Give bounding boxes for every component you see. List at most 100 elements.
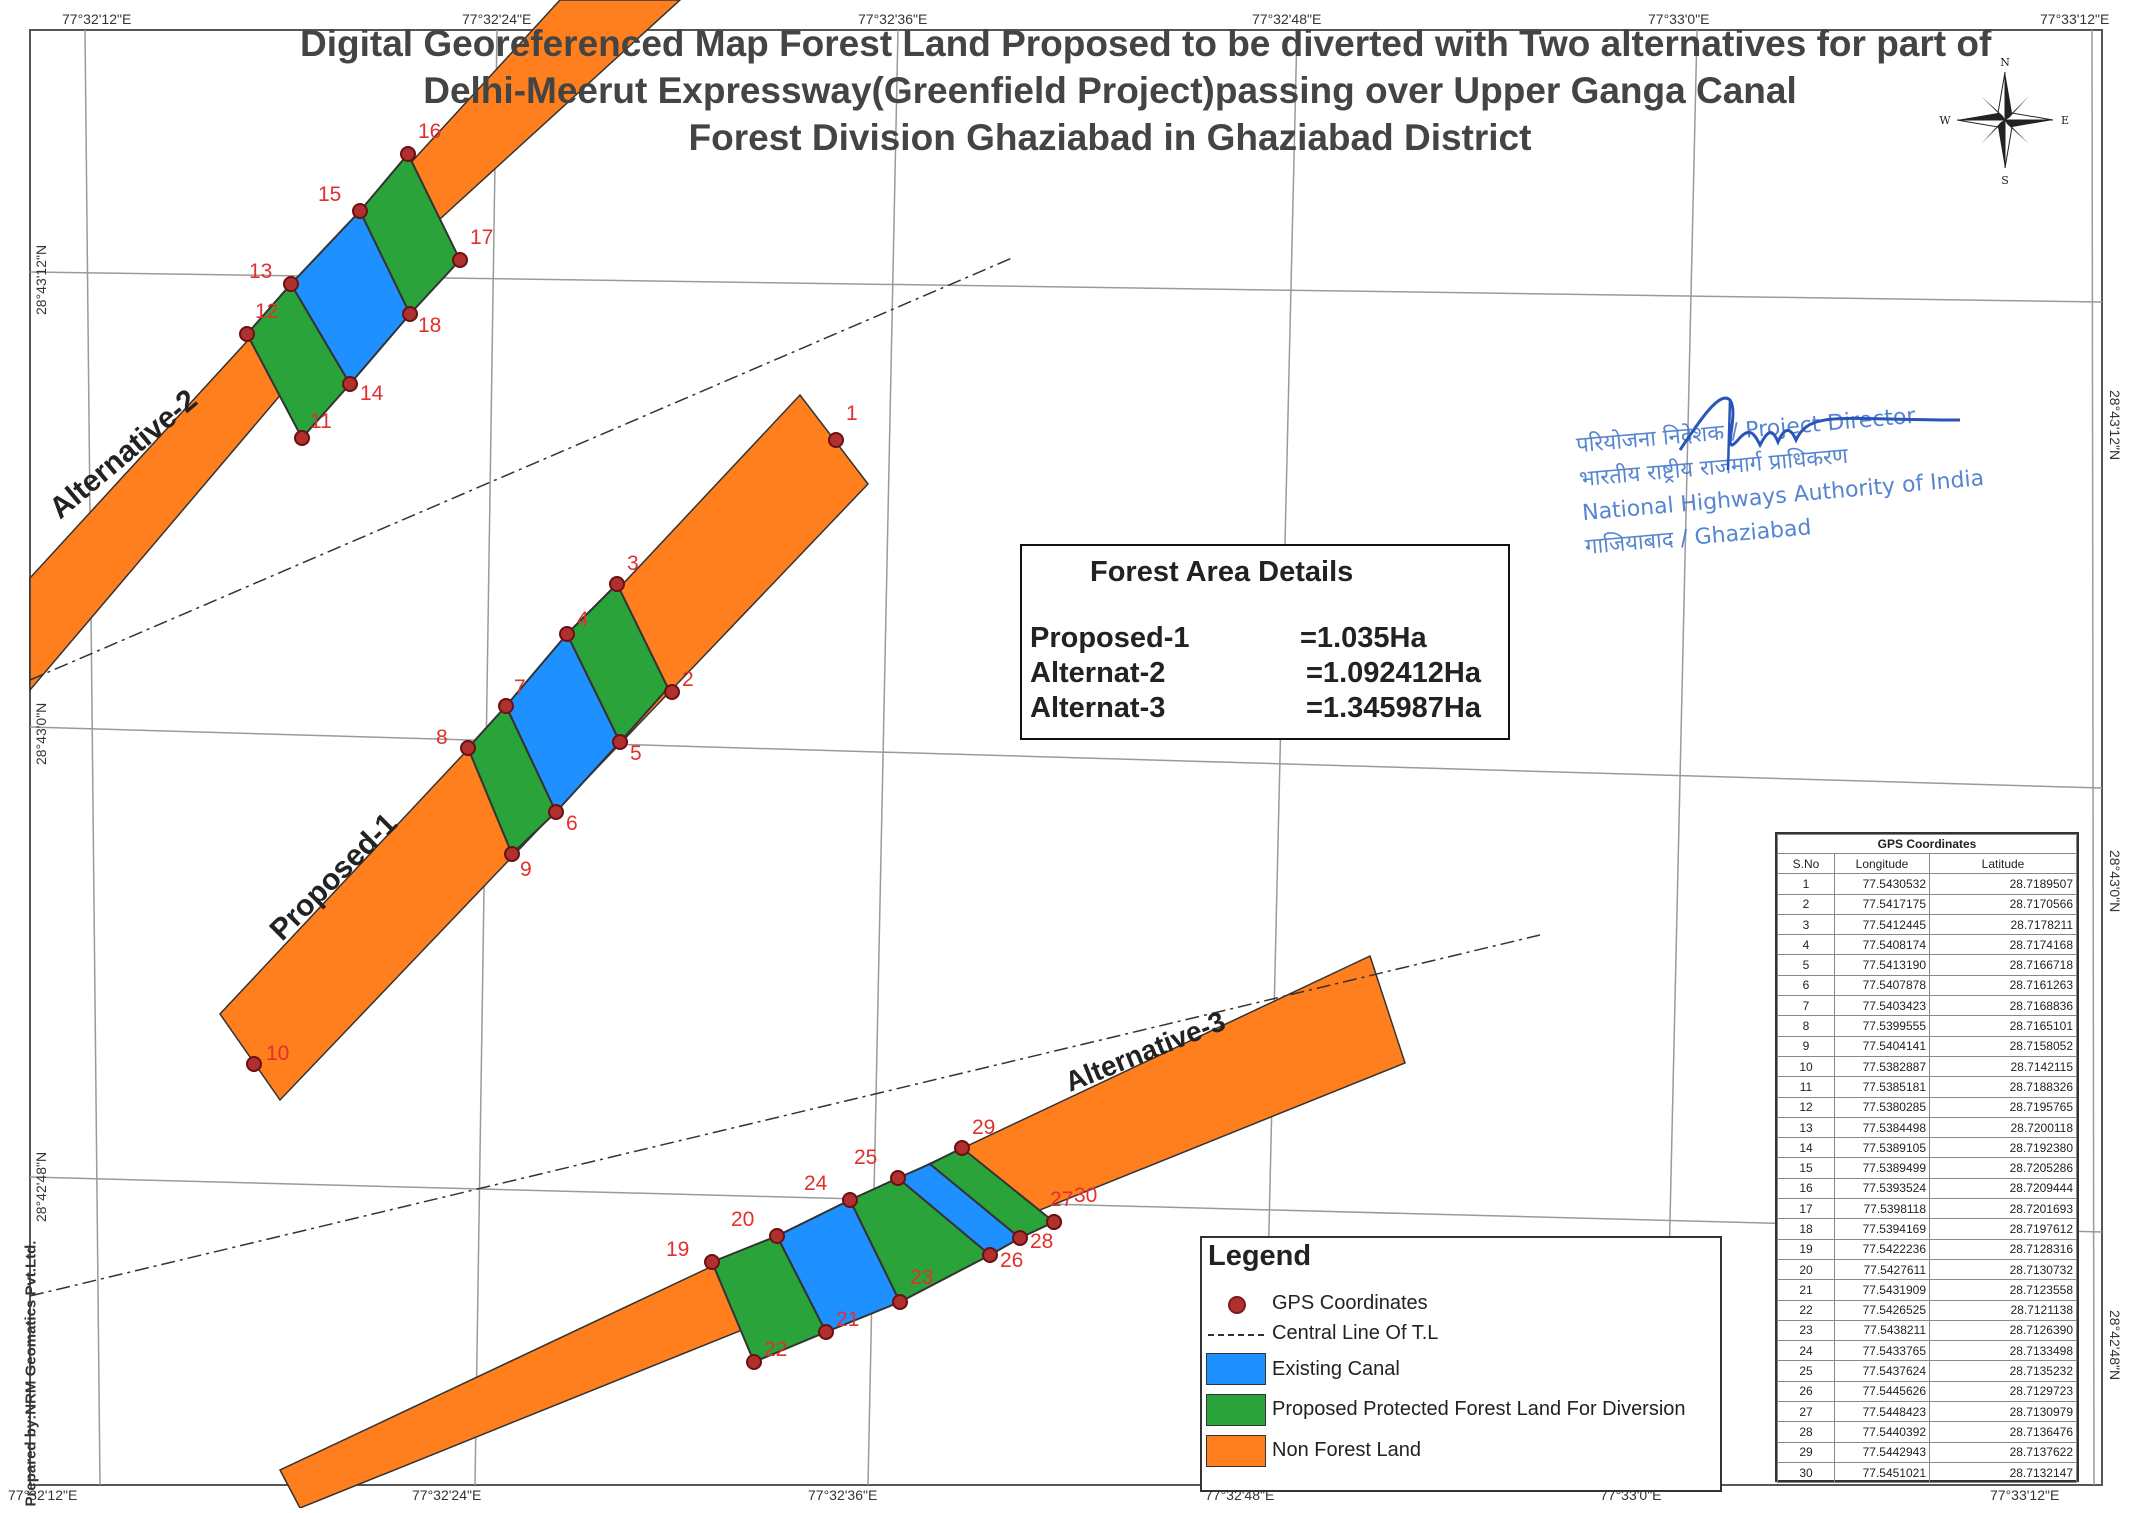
legend-swatch-nonforest [1206,1435,1266,1467]
title-line-2: Delhi-Meerut Expressway(Greenfield Proje… [423,70,1797,111]
graticule-label: 77°33'12"E [1990,1487,2059,1503]
table-row: 28 77.5440392 28.7136476 [1777,1421,2077,1443]
area-row: Proposed-1 =1.035Ha [1030,622,1427,655]
cell-longitude: 77.5426525 [1834,1299,1930,1321]
table-row: 8 77.5399555 28.7165101 [1777,1015,2077,1037]
gps-point-number: 14 [360,382,384,405]
cell-latitude: 28.7130732 [1929,1258,2077,1281]
cell-latitude: 28.7130979 [1929,1401,2077,1423]
map-title: Digital Georeferenced Map Forest Land Pr… [300,20,1991,161]
cell-sno: 17 [1777,1198,1835,1220]
graticule-label: 77°32'36"E [858,11,927,27]
cell-latitude: 28.7137622 [1929,1441,2077,1463]
col-header-longitude: Longitude [1834,852,1930,875]
cell-longitude: 77.5430532 [1834,873,1930,895]
gps-point-number: 30 [1074,1184,1097,1207]
gps-point-icon [400,146,416,162]
table-row: 3 77.5412445 28.7178211 [1777,913,2077,936]
gps-point-number: 24 [804,1172,828,1195]
table-row: 2 77.5417175 28.7170566 [1777,893,2077,915]
cell-latitude: 28.7192380 [1929,1137,2077,1159]
gps-table-caption: GPS Coordinates [1777,834,2077,854]
legend-item-nonforest: Non Forest Land [1272,1439,1421,1461]
gps-point-icon [1012,1230,1028,1246]
grid-line [29,726,2103,789]
gps-point-number: 25 [854,1146,877,1169]
cell-longitude: 77.5384498 [1834,1116,1930,1139]
cell-sno: 4 [1777,934,1835,956]
gps-point-icon [954,1140,970,1156]
table-row: 18 77.5394169 28.7197612 [1777,1218,2077,1240]
svg-text:W: W [1939,114,1951,127]
graticule-label: 77°32'48"E [1252,11,1321,27]
cell-sno: 26 [1777,1380,1835,1403]
central-line [29,934,1541,1297]
gps-point-icon [828,432,844,448]
grid-line [84,29,101,1486]
table-row: 14 77.5389105 28.7192380 [1777,1137,2077,1159]
graticule-label: 77°33'12"E [2040,11,2109,27]
legend-item-forest: Proposed Protected Forest Land For Diver… [1272,1398,1686,1420]
cell-sno: 5 [1777,954,1835,976]
cell-longitude: 77.5382887 [1834,1055,1930,1078]
table-row: 23 77.5438211 28.7126390 [1777,1319,2077,1342]
nonforest-land [29,0,682,693]
table-row: 26 77.5445626 28.7129723 [1777,1380,2077,1403]
table-row: 17 77.5398118 28.7201693 [1777,1198,2077,1220]
cell-latitude: 28.7209444 [1929,1177,2077,1200]
cell-latitude: 28.7201693 [1929,1198,2077,1220]
cell-longitude: 77.5440392 [1834,1421,1930,1443]
cell-longitude: 77.5427611 [1834,1258,1930,1281]
area-value: =1.092412Ha [1306,657,1481,689]
cell-latitude: 28.7205286 [1929,1157,2077,1179]
cell-latitude: 28.7197612 [1929,1218,2077,1240]
gps-point-number: 13 [249,260,272,283]
col-header-latitude: Latitude [1929,852,2077,875]
cell-latitude: 28.7200118 [1929,1116,2077,1139]
cell-sno: 3 [1777,913,1835,936]
cell-sno: 21 [1777,1279,1835,1301]
gps-point-icon [769,1228,785,1244]
table-row: 22 77.5426525 28.7121138 [1777,1299,2077,1321]
gps-point-icon [498,698,514,714]
gps-point-number: 20 [731,1208,754,1231]
table-row: 11 77.5385181 28.7188326 [1777,1076,2077,1098]
cell-sno: 27 [1777,1401,1835,1423]
cell-longitude: 77.5417175 [1834,893,1930,915]
cell-latitude: 28.7165101 [1929,1015,2077,1037]
table-row: 16 77.5393524 28.7209444 [1777,1177,2077,1200]
graticule-label: 77°32'36"E [808,1487,877,1503]
cell-sno: 11 [1777,1076,1835,1098]
grid-line [29,1176,2103,1233]
graticule-label: 28°43'12"N [33,245,49,315]
cell-longitude: 77.5393524 [1834,1177,1930,1200]
cell-longitude: 77.5389499 [1834,1157,1930,1179]
cell-longitude: 77.5399555 [1834,1015,1930,1037]
cell-longitude: 77.5451021 [1834,1461,1930,1484]
area-value: =1.035Ha [1300,622,1427,654]
gps-point-number: 16 [418,120,441,143]
cell-latitude: 28.7128316 [1929,1238,2077,1260]
gps-point-number: 7 [514,676,526,699]
graticule-label: 77°32'12"E [8,1487,77,1503]
cell-longitude: 77.5385181 [1834,1076,1930,1098]
graticule-label: 28°43'0"N [2107,850,2123,912]
cell-sno: 23 [1777,1319,1835,1342]
legend-swatch-canal [1206,1353,1266,1385]
gps-point-number: 29 [972,1116,995,1139]
signature-icon [1678,396,1961,471]
table-row: 27 77.5448423 28.7130979 [1777,1401,2077,1423]
gps-point-number: 27 [1050,1188,1073,1211]
svg-text:E: E [2061,114,2069,127]
graticule-label: 28°43'0"N [33,703,49,765]
cell-longitude: 77.5380285 [1834,1096,1930,1118]
gps-point-icon [460,740,476,756]
table-row: 9 77.5404141 28.7158052 [1777,1035,2077,1057]
cell-sno: 8 [1777,1015,1835,1037]
table-row: 4 77.5408174 28.7174168 [1777,934,2077,956]
cell-latitude: 28.7188326 [1929,1076,2077,1098]
map-frame [29,29,2103,1486]
forest-area-details: Forest Area Details Proposed-1 =1.035Ha … [1020,544,1510,740]
gps-point-icon [612,734,628,750]
